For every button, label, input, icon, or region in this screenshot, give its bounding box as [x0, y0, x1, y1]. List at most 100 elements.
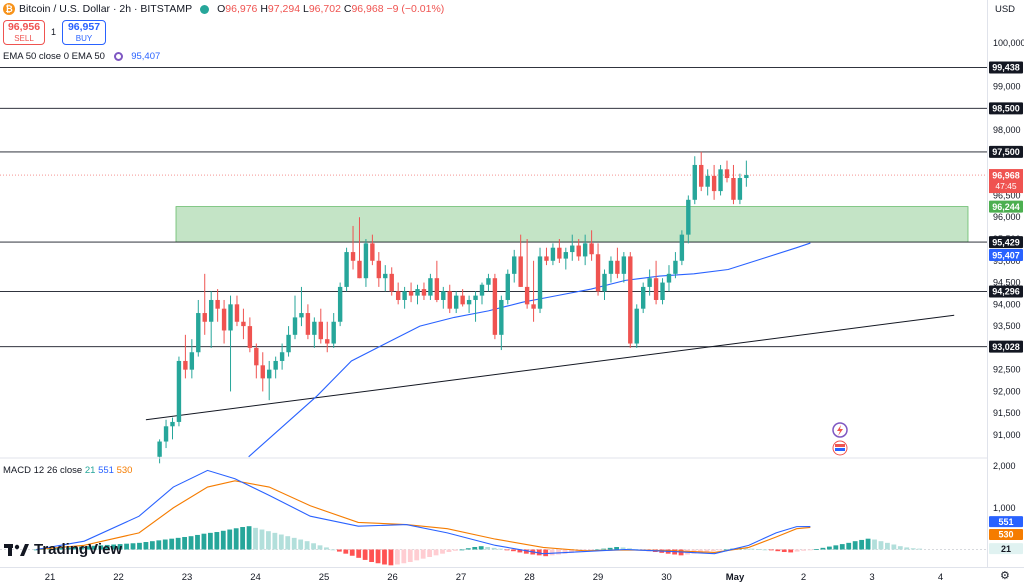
macd-hist-bar — [723, 549, 729, 551]
macd-hist-bar — [195, 534, 200, 550]
candle-body — [241, 321, 246, 327]
candle — [395, 282, 401, 305]
macd-hist-bar — [124, 543, 129, 550]
level-badge-bg — [989, 285, 1023, 298]
macd-badge-text: 551 — [998, 517, 1013, 527]
macd-hist-bar — [330, 549, 336, 551]
candle — [608, 256, 614, 283]
candle — [454, 291, 459, 314]
macd-hist-bar — [826, 546, 832, 550]
candle-body — [415, 289, 420, 296]
macd-hist-bar — [182, 537, 188, 550]
candle-body — [634, 308, 639, 344]
time-tick-label: 28 — [524, 572, 535, 583]
macd-hist-bar — [917, 548, 923, 550]
level-badge-text: 99,438 — [992, 63, 1020, 73]
candle — [247, 317, 253, 353]
candle — [653, 260, 659, 305]
tradingview-logo-icon — [4, 543, 29, 556]
candle-body — [492, 278, 498, 335]
candle — [254, 343, 259, 379]
lightning-event-icon — [832, 422, 848, 438]
currency-selector[interactable]: USD — [994, 4, 1016, 15]
sell-button[interactable]: 96,956 SELL — [3, 20, 45, 45]
candle-body — [666, 273, 672, 283]
signal-badge: 530 — [989, 528, 1023, 540]
macd-hist-bar — [749, 548, 755, 550]
candle-body — [434, 278, 440, 300]
macd-hist-bar — [79, 546, 84, 550]
candle — [460, 289, 465, 307]
candle — [640, 282, 646, 314]
candle-body — [660, 282, 665, 300]
candle-body — [460, 295, 465, 305]
candle — [234, 295, 240, 327]
candle-body — [518, 256, 523, 287]
symbol-title[interactable]: Bitcoin / U.S. Dollar · 2h · BITSTAMP — [19, 3, 193, 15]
buy-button[interactable]: 96,957 BUY — [62, 20, 106, 45]
time-tick-label: 4 — [938, 572, 943, 583]
macd-line-value: 551 — [98, 465, 114, 476]
candle-body — [363, 243, 369, 279]
macd-badge: 551 — [989, 516, 1023, 528]
candle-body — [699, 164, 704, 187]
candle — [686, 195, 691, 244]
candle — [499, 295, 504, 351]
candle — [241, 308, 246, 340]
macd-hist-bar — [440, 549, 445, 554]
macd-hist-bar — [543, 549, 549, 557]
candle — [350, 225, 356, 270]
candle-body — [350, 252, 356, 261]
candle — [408, 282, 414, 303]
macd-badge-bg — [989, 516, 1023, 528]
candle — [305, 304, 311, 340]
candle — [202, 273, 207, 335]
ema-badge-text: 95,407 — [992, 250, 1020, 260]
macd-hist-bar — [743, 548, 748, 550]
candle — [660, 278, 665, 305]
macd-hist-bar — [311, 543, 316, 550]
macd-hist-bar — [207, 532, 213, 550]
candle-body — [537, 256, 543, 309]
macd-hist-bar — [278, 534, 284, 550]
bitcoin-icon: ₿ — [3, 3, 15, 15]
ema-legend[interactable]: EMA 50 close 0 EMA 50 95,407 — [3, 51, 160, 62]
candle — [679, 230, 685, 266]
settings-gear-icon[interactable]: ⚙ — [1000, 570, 1010, 582]
candle — [634, 304, 639, 348]
macd-hist-bar — [259, 529, 265, 550]
hist-badge: 21 — [989, 543, 1023, 555]
candle-body — [234, 304, 240, 322]
candle — [621, 252, 627, 283]
level-badge: 97,500 — [989, 145, 1023, 158]
macd-hist-value: 21 — [84, 465, 96, 476]
macd-hist-bar — [291, 537, 297, 550]
candle — [731, 164, 736, 205]
candle — [744, 160, 749, 187]
candle — [389, 267, 394, 296]
sell-label: SELL — [14, 34, 34, 43]
candle-body — [176, 360, 182, 422]
macd-hist-bar — [149, 541, 155, 550]
zone-top-badge-bg — [989, 200, 1023, 213]
macd-hist-bar — [478, 546, 484, 550]
candle-body — [408, 291, 414, 296]
candle-body — [466, 299, 472, 305]
macd-hist-bar — [485, 547, 491, 550]
macd-hist-bar — [569, 549, 574, 553]
candle-body — [331, 321, 336, 344]
candle-body — [312, 321, 317, 335]
macd-hist-bar — [839, 544, 845, 550]
candle-body — [544, 256, 549, 261]
sell-price: 96,956 — [7, 21, 41, 33]
price-tick-label: 92,500 — [993, 365, 1021, 375]
macd-legend[interactable]: MACD 12 26 close 21 551 530 — [3, 465, 132, 476]
macd-hist-bar — [852, 541, 858, 550]
candle — [479, 282, 485, 305]
candle-body — [589, 243, 594, 255]
candle-body — [718, 169, 723, 192]
macd-hist-bar — [369, 549, 374, 562]
candle-body — [170, 421, 175, 427]
macd-hist-bar — [820, 547, 826, 550]
